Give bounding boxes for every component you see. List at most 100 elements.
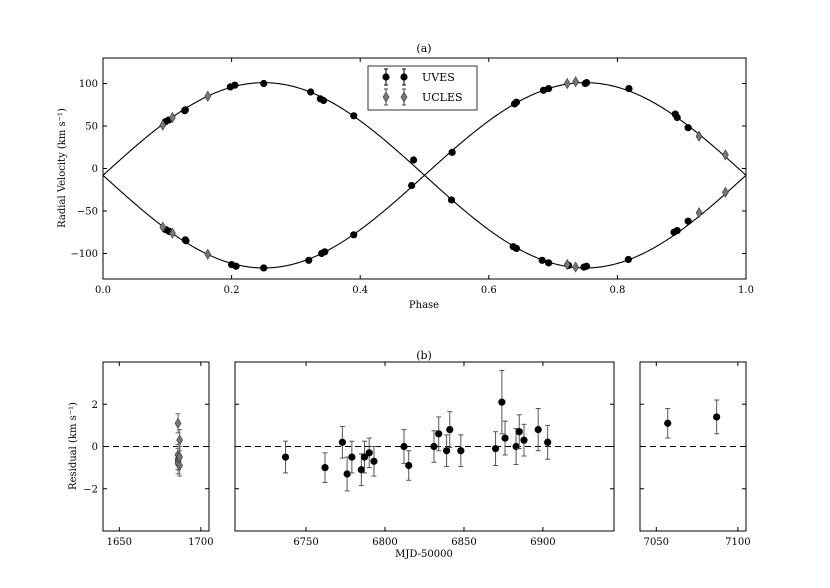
residual-point-uves — [400, 442, 408, 451]
residual-point-uves — [491, 445, 500, 453]
panel-b-right-subpanel: 7050 7100 — [639, 361, 751, 548]
legend-item-ucles: UCLES — [382, 88, 463, 106]
residual-point-uves — [544, 438, 552, 446]
data-point-ucles — [722, 149, 729, 161]
x-tick-label: 6750 — [293, 537, 318, 548]
legend: UVES UCLES — [367, 65, 478, 111]
residual-point-uves — [348, 453, 356, 461]
residual-point-ucles — [174, 417, 182, 429]
data-point-uves — [350, 112, 358, 120]
y-axis-label-b: Residual (km s⁻¹) — [68, 402, 79, 490]
x-tick-label: 1700 — [188, 537, 213, 548]
residual-point-uves — [520, 436, 528, 444]
data-point-uves — [232, 262, 240, 270]
residual-point-uves — [664, 419, 672, 427]
x-tick-label: 1650 — [107, 537, 132, 548]
data-point-uves — [684, 124, 692, 132]
data-point-uves — [684, 217, 692, 225]
data-point-ucles — [204, 90, 212, 102]
residual-point-uves — [365, 449, 373, 457]
model-curves — [102, 82, 747, 269]
panel-a: (a) 0.0 0.2 0.4 0.6 0.8 1.0 100 50 0 −50 −100 Phas… — [57, 42, 754, 311]
panel-a-axes: 0.0 0.2 0.4 0.6 0.8 1.0 100 50 0 −50 −100 — [71, 58, 754, 296]
x-tick-label: 6800 — [372, 537, 397, 548]
data-point-uves — [408, 181, 416, 190]
data-point-uves — [625, 85, 633, 93]
data-point-ucles — [695, 130, 703, 142]
data-point-uves — [321, 248, 329, 256]
residual-point-uves — [338, 438, 346, 446]
panel-a-data-points — [159, 76, 729, 273]
y-tick-label: 50 — [85, 122, 98, 133]
residual-point-ucles — [176, 451, 183, 463]
data-point-uves — [260, 79, 268, 88]
x-tick-label: 0.6 — [481, 285, 497, 296]
data-point-uves — [307, 88, 315, 96]
residual-point-uves — [446, 426, 454, 434]
data-point-uves — [350, 231, 358, 239]
legend-item-uves: UVES — [382, 68, 455, 86]
x-tick-label: 0.4 — [352, 285, 368, 296]
y-tick-label: −50 — [77, 207, 98, 218]
data-point-uves — [544, 85, 553, 93]
panel-b-middle-subpanel: 6750 6800 6850 6900 — [234, 361, 615, 548]
residual-point-uves — [343, 470, 351, 478]
x-tick-label: 0.2 — [224, 285, 240, 296]
data-point-ucles — [572, 76, 579, 88]
panel-b-left-subpanel: 1650 1700 2 0 −2 — [83, 361, 214, 548]
data-point-ucles — [695, 207, 703, 219]
y-tick-label: −2 — [83, 484, 98, 495]
data-point-ucles — [563, 77, 571, 90]
x-tick-label: 6850 — [451, 537, 476, 548]
y-tick-label: −100 — [71, 249, 98, 260]
y-tick-label: 2 — [92, 400, 98, 411]
residual-point-uves — [360, 453, 369, 461]
x-tick-label: 7050 — [644, 537, 669, 548]
y-tick-label: 100 — [79, 79, 98, 90]
y-tick-label: 0 — [92, 442, 98, 453]
legend-circle-marker — [382, 73, 390, 81]
data-point-ucles — [169, 227, 176, 239]
data-point-ucles — [563, 258, 571, 271]
legend-diamond-marker — [400, 91, 408, 103]
y-tick-label: 0 — [92, 164, 98, 175]
residual-point-uves — [435, 430, 443, 438]
data-point-ucles — [572, 261, 579, 273]
panel-a-frame — [102, 57, 747, 280]
data-point-uves — [260, 264, 268, 272]
data-point-ucles — [159, 119, 167, 131]
y-axis-label: Radial Velocity (km s⁻¹) — [57, 108, 68, 228]
data-point-uves — [447, 196, 456, 204]
data-point-uves — [448, 148, 456, 156]
data-point-uves — [319, 96, 328, 105]
residual-point-uves — [501, 434, 509, 442]
residual-point-uves — [430, 442, 438, 451]
residual-point-uves — [498, 398, 506, 406]
data-point-ucles — [169, 111, 176, 124]
residual-point-uves — [281, 453, 290, 461]
data-point-uves — [182, 237, 190, 245]
data-point-uves — [582, 262, 591, 270]
residual-point-uves — [457, 447, 465, 455]
x-tick-label: 1.0 — [738, 285, 754, 296]
residual-point-uves — [321, 464, 329, 472]
data-point-ucles — [722, 186, 729, 198]
residual-point-uves — [713, 413, 721, 421]
residual-point-uves — [370, 457, 378, 465]
x-tick-label: 0.0 — [95, 285, 111, 296]
data-point-uves — [673, 226, 681, 235]
data-point-uves — [624, 255, 632, 264]
residual-point-uves — [405, 461, 413, 470]
data-point-uves — [231, 81, 239, 89]
residual-point-uves — [357, 466, 365, 474]
data-point-uves — [673, 113, 681, 122]
x-tick-label: 6900 — [530, 537, 555, 548]
legend-label-uves: UVES — [422, 71, 455, 84]
panel-b: (b) 1650 1700 2 0 −2 6750 6800 6850 6900 7050 71… — [68, 349, 751, 560]
legend-diamond-marker — [382, 91, 390, 103]
data-point-uves — [544, 259, 553, 267]
data-point-uves — [512, 244, 521, 252]
x-axis-label-b: MJD-50000 — [395, 549, 453, 560]
legend-label-ucles: UCLES — [422, 91, 463, 104]
residual-point-uves — [515, 428, 523, 436]
